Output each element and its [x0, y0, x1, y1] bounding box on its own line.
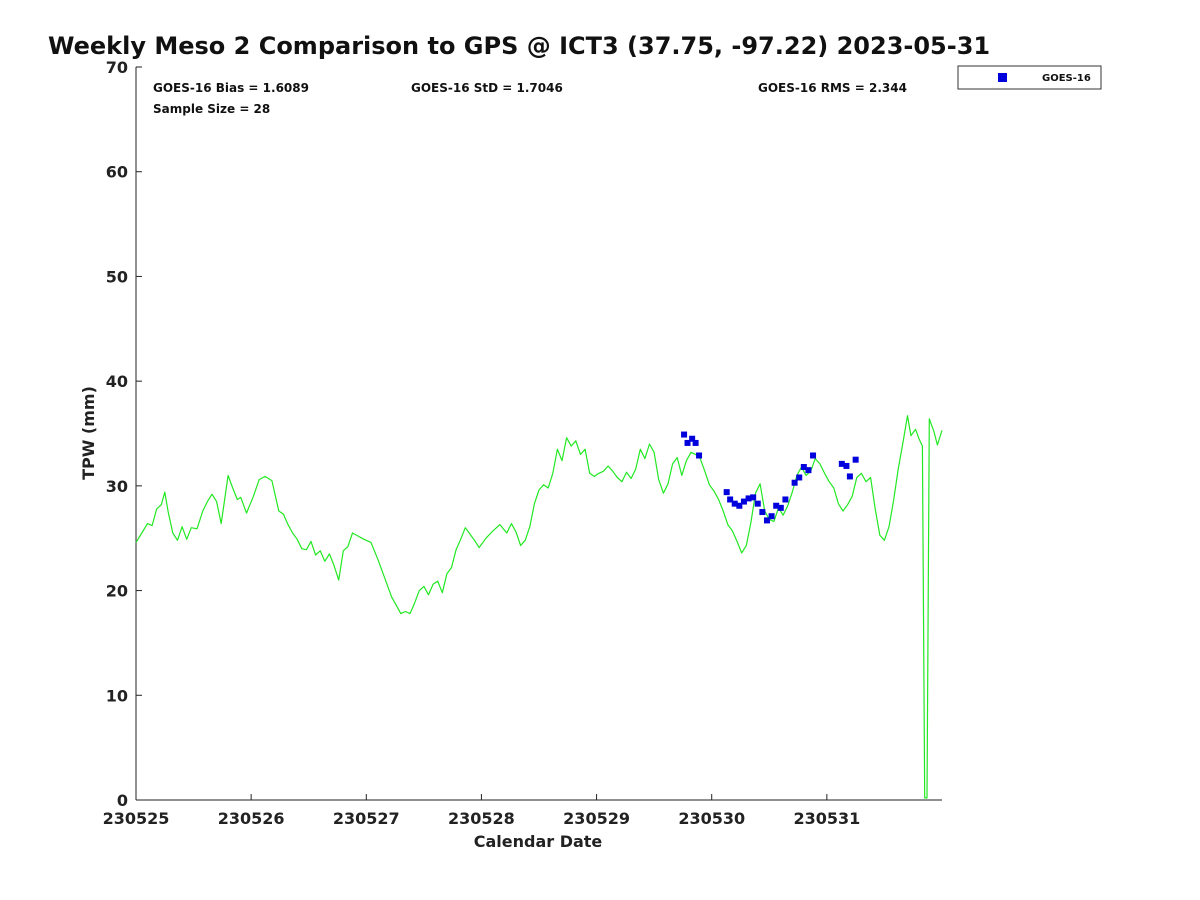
goes-16-point: [740, 498, 747, 505]
bias-annotation: GOES-16 Bias = 1.6089: [153, 81, 309, 95]
goes-16-point: [736, 502, 743, 509]
goes-16-point: [763, 517, 770, 524]
goes-16-point: [843, 462, 850, 469]
goes-16-point: [689, 435, 696, 442]
x-tick-label: 230526: [218, 809, 285, 828]
goes-16-point: [846, 473, 853, 480]
x-tick-label: 230529: [563, 809, 630, 828]
goes-16-point: [768, 513, 775, 520]
gps-series: [135, 415, 943, 799]
goes-16-point: [684, 439, 691, 446]
rms-annotation: GOES-16 RMS = 2.344: [758, 81, 907, 95]
y-tick-label: 40: [106, 372, 128, 391]
y-tick-label: 20: [106, 582, 128, 601]
y-tick-label: 50: [106, 267, 128, 286]
y-tick-label: 70: [106, 58, 128, 77]
legend-box: [957, 65, 1102, 90]
goes-16-series: [681, 431, 859, 524]
goes-16-point: [800, 464, 807, 471]
goes-16-point: [805, 467, 812, 474]
legend-square-marker-icon: [998, 73, 1007, 82]
goes-16-point: [773, 502, 780, 509]
y-tick-label: 30: [106, 477, 128, 496]
goes-16-point: [759, 509, 766, 516]
goes-16-point: [838, 460, 845, 467]
x-axis-label: Calendar Date: [474, 832, 603, 851]
y-tick-label: 10: [106, 686, 128, 705]
goes-16-point: [723, 489, 730, 496]
x-tick-label: 230527: [333, 809, 400, 828]
goes-16-point: [754, 500, 761, 507]
gps-line: [135, 415, 943, 799]
x-tick-label: 230528: [448, 809, 515, 828]
x-tick-label: 230531: [793, 809, 860, 828]
x-axis-ticks: 230525 230526 230527 230528 230529 230530 2305…: [103, 794, 860, 828]
y-axis-label: TPW (mm): [79, 386, 98, 480]
goes-16-point: [681, 431, 688, 438]
goes-16-point: [852, 456, 859, 463]
goes-16-point: [692, 439, 699, 446]
y-tick-label: 60: [106, 163, 128, 182]
std-annotation: GOES-16 StD = 1.7046: [411, 81, 563, 95]
y-tick-label: 0: [117, 791, 128, 810]
goes-16-point: [727, 496, 734, 503]
goes-16-point: [796, 474, 803, 481]
goes-16-point: [696, 452, 703, 459]
goes-16-point: [750, 494, 757, 501]
sample-size-annotation: Sample Size = 28: [153, 102, 270, 116]
goes-16-point: [810, 452, 817, 459]
x-tick-label: 230530: [678, 809, 745, 828]
plot-area: [136, 67, 942, 800]
y-axis-ticks: 0 10 20 30 40 50 60 70: [106, 58, 142, 810]
goes-16-point: [782, 496, 789, 503]
chart-title: Weekly Meso 2 Comparison to GPS @ ICT3 (…: [48, 32, 990, 60]
goes-16-point: [791, 479, 798, 486]
legend-label: GOES-16: [1042, 73, 1091, 84]
goes-16-point: [745, 495, 752, 502]
goes-16-point: [731, 500, 738, 507]
legend: GOES-16: [957, 65, 1102, 90]
x-tick-label: 230525: [103, 809, 170, 828]
goes-16-point: [777, 504, 784, 511]
